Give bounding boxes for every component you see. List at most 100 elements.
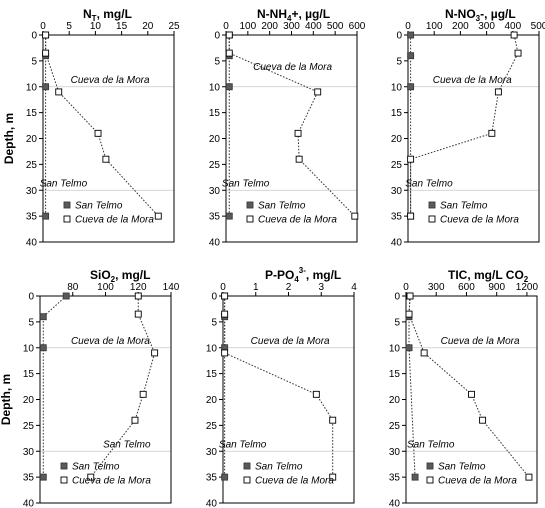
y-tick-label: 0 <box>31 31 37 42</box>
data-point-cueva-de-la-mora <box>134 292 142 300</box>
y-tick-label: 25 <box>26 160 38 171</box>
y-tick-label: 5 <box>396 56 402 67</box>
title-rest: +, µg/L <box>291 7 330 21</box>
y-tick-label: 20 <box>391 134 403 145</box>
x-tick-label: 80 <box>67 282 79 293</box>
y-tick-label: 20 <box>26 134 38 145</box>
y-tick-label: 5 <box>28 317 34 328</box>
y-tick-label: 40 <box>23 499 35 508</box>
y-tick-label: 20 <box>23 395 35 406</box>
y-tick-label: 30 <box>391 186 403 197</box>
legend-label-san-telmo: San Telmo <box>258 201 306 212</box>
y-tick-label: 0 <box>28 292 34 303</box>
title-main: N-NH <box>257 7 287 21</box>
y-tick-label: 20 <box>209 134 221 145</box>
x-tick-label: 600 <box>349 21 366 32</box>
legend-label-cueva-de-la-mora: Cueva de la Mora <box>75 215 154 226</box>
x-tick-label: 200 <box>452 21 469 32</box>
x-tick-label: 400 <box>305 21 322 32</box>
data-point-san-telmo <box>42 212 50 220</box>
panel-5: P-PO43-, mg/L0 1 2 3 40510152025303540Cueva … <box>206 266 357 508</box>
data-point-cueva-de-la-mora <box>407 155 415 163</box>
annotation: San Telmo <box>405 179 453 190</box>
data-point-cueva-de-la-mora <box>510 31 518 39</box>
x-tick-label: 1 <box>253 282 259 293</box>
annotation: Cueva de la Mora <box>433 75 512 86</box>
x-tick-label: 3 <box>318 282 324 293</box>
y-tick-label: 30 <box>26 186 38 197</box>
y-tick-label: 35 <box>206 473 218 484</box>
data-point-cueva-de-la-mora <box>87 473 95 481</box>
data-point-cueva-de-la-mora <box>134 310 142 318</box>
data-point-cueva-de-la-mora <box>494 88 502 96</box>
annotation: Cueva de la Mora <box>71 336 150 347</box>
data-point-san-telmo <box>405 344 413 352</box>
y-tick-label: 40 <box>206 499 218 508</box>
x-tick-label: 0 <box>223 21 229 32</box>
y-tick-label: 10 <box>23 343 35 354</box>
y-tick-label: 40 <box>389 499 401 508</box>
legend-label-cueva-de-la-mora: Cueva de la Mora <box>72 476 151 487</box>
title-subscript: 2 <box>111 275 116 284</box>
y-tick-label: 20 <box>389 395 401 406</box>
title-subscript: 4 <box>287 14 292 23</box>
annotation: San Telmo <box>103 440 151 451</box>
legend-label-san-telmo: San Telmo <box>440 201 488 212</box>
data-point-san-telmo <box>39 344 47 352</box>
x-tick-label: 25 <box>168 21 180 32</box>
data-point-cueva-de-la-mora <box>154 212 162 220</box>
x-tick-label: 100 <box>426 21 443 32</box>
annotation: Cueva de la Mora <box>71 75 150 86</box>
x-tick-label: 140 <box>163 282 180 293</box>
annotation: San Telmo <box>40 179 88 190</box>
x-tick-label: 2 <box>286 282 292 293</box>
data-point-cueva-de-la-mora <box>42 31 50 39</box>
data-point-cueva-de-la-mora <box>102 155 110 163</box>
y-tick-label: 35 <box>389 473 401 484</box>
title-rest: , mg/L <box>97 7 132 21</box>
data-point-cueva-de-la-mora <box>295 155 303 163</box>
panel-3: N-NO3-, µg/L 0 100 200 300 400 500 0 5 10 15 20 25 30… <box>391 7 545 249</box>
x-tick-label: 100 <box>239 21 256 32</box>
y-tick-label: 5 <box>394 317 400 328</box>
y-tick-label: 10 <box>206 343 218 354</box>
series-line-cueva-de-la-mora <box>410 34 519 217</box>
data-point-san-telmo <box>225 212 233 220</box>
legend-swatch-san-telmo <box>60 462 68 470</box>
title-subscript: T <box>92 14 97 23</box>
title-subscript: 3 <box>476 14 481 23</box>
y-tick-label: 0 <box>211 292 217 303</box>
data-point-cueva-de-la-mora <box>225 49 233 57</box>
y-tick-label: 25 <box>209 160 221 171</box>
legend-swatch-san-telmo <box>63 201 71 209</box>
chart-title: N-NH4+, µg/L <box>257 7 330 23</box>
data-point-cueva-de-la-mora <box>42 49 50 57</box>
data-point-san-telmo <box>225 83 233 91</box>
data-point-cueva-de-la-mora <box>406 292 414 300</box>
panel-4: SiO2, mg/L Depth, m 80 100 120 140 0 5 10 15 20 25 3… <box>0 268 180 508</box>
y-tick-label: 5 <box>31 56 37 67</box>
data-point-san-telmo <box>39 473 47 481</box>
annotation: Cueva de la Mora <box>253 62 332 73</box>
y-tick-label: 35 <box>391 212 403 223</box>
title-main: P-PO <box>265 268 294 282</box>
data-point-cueva-de-la-mora <box>312 390 320 398</box>
data-point-san-telmo <box>39 313 47 321</box>
y-tick-label: 15 <box>26 108 38 119</box>
y-tick-label: 30 <box>209 186 221 197</box>
x-tick-label: 10 <box>90 21 102 32</box>
data-point-cueva-de-la-mora <box>314 88 322 96</box>
y-tick-label: 35 <box>209 212 221 223</box>
annotation: San Telmo <box>219 440 267 451</box>
y-axis-label: Depth, m <box>0 374 13 425</box>
x-tick-label: 0 <box>40 21 46 32</box>
y-tick-label: 5 <box>214 56 220 67</box>
series-line-cueva-de-la-mora <box>45 35 159 217</box>
data-point-san-telmo <box>221 473 229 481</box>
y-tick-label: 30 <box>389 447 401 458</box>
y-tick-label: 20 <box>206 395 218 406</box>
legend-label-san-telmo: San Telmo <box>255 462 303 473</box>
legend-swatch-cueva-de-la-mora <box>426 476 434 484</box>
legend-label-cueva-de-la-mora: Cueva de la Mora <box>258 215 337 226</box>
